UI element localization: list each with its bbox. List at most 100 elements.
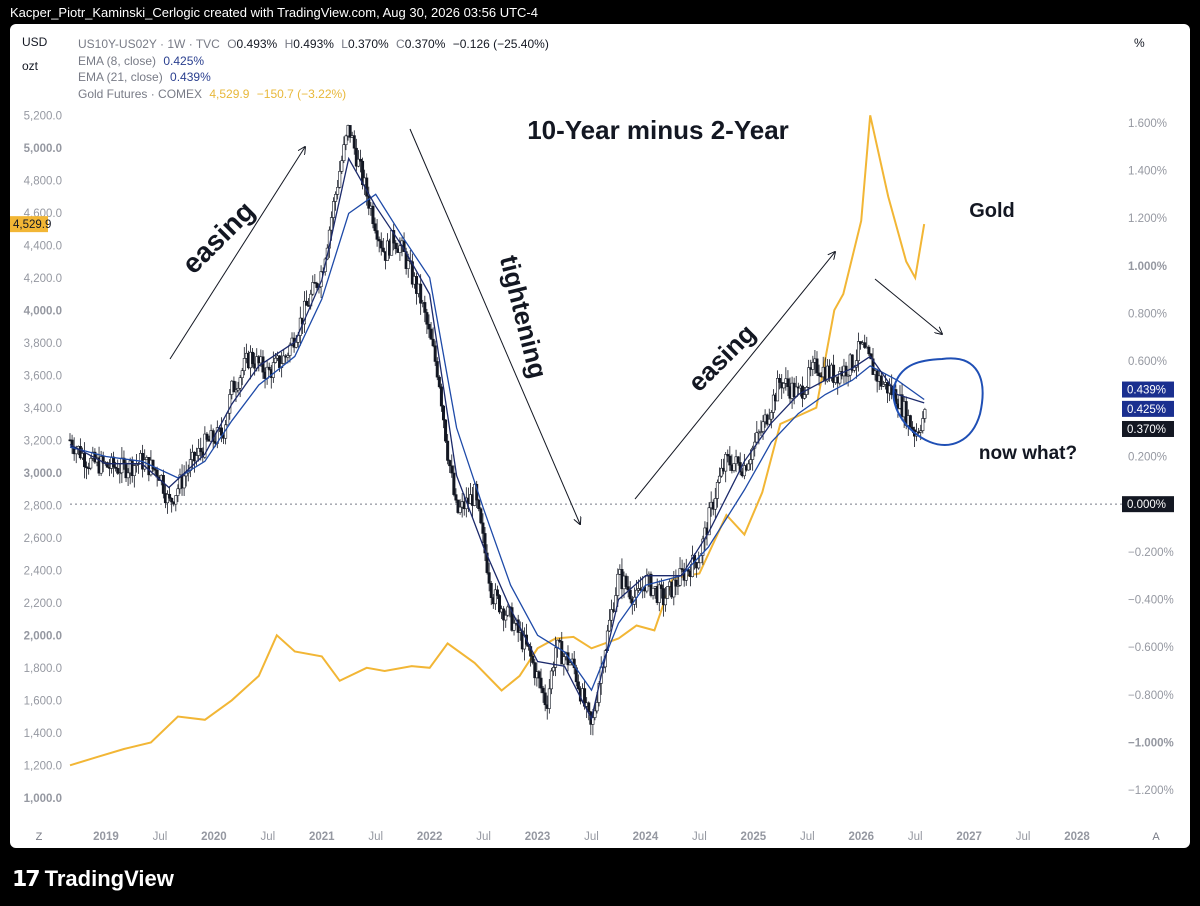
spread-candle-body xyxy=(910,426,914,431)
chart-plot[interactable]: 1,000.0 1,200.0 1,400.0 1,600.0 1,800.0 2,000… xyxy=(10,24,1190,848)
highlight-circle xyxy=(892,357,984,446)
left-axis-tick: 4,200.0 xyxy=(24,273,62,285)
spread-candle-body xyxy=(747,463,751,471)
x-axis-tick: Jul xyxy=(1016,831,1031,843)
spread-candle-body xyxy=(132,465,136,476)
right-axis-tick: 0.200% xyxy=(1128,452,1167,464)
spread-candle-body xyxy=(547,688,551,709)
spread-candle-body xyxy=(373,223,377,231)
spread-candle-body xyxy=(713,498,717,510)
spread-candle-body xyxy=(607,619,611,632)
spread-candle-body xyxy=(365,177,369,197)
left-axis-tick: 1,400.0 xyxy=(24,728,62,740)
right-axis-badge-label-zero: 0.000% xyxy=(1127,499,1166,511)
spread-candle-body xyxy=(587,702,591,713)
spread-candle-body xyxy=(437,376,441,388)
x-axis-tick: Jul xyxy=(153,831,168,843)
spread-candle-body xyxy=(558,639,562,642)
right-axis-tick: 0.600% xyxy=(1128,356,1167,368)
spread-candle-body xyxy=(342,144,346,161)
spread-candle-body xyxy=(697,562,701,569)
spread-candle-body xyxy=(651,587,655,596)
spread-candle-body xyxy=(174,495,178,505)
legend-high-value: 0.493% xyxy=(293,37,334,51)
legend-ema21-label[interactable]: EMA (21, close) xyxy=(78,70,163,84)
spread-candle-body xyxy=(105,462,109,468)
legend-close-label: C xyxy=(396,37,405,51)
spread-candle-body xyxy=(431,338,435,347)
spread-candle-body xyxy=(506,606,510,616)
right-axis-tick: 1.400% xyxy=(1128,166,1167,178)
right-axis-badge-ema8 xyxy=(1122,400,1174,417)
left-axis-tick: 2,800.0 xyxy=(24,500,62,512)
legend-low-label: L xyxy=(341,37,348,51)
ema21-line xyxy=(69,193,925,692)
left-axis-tick: 1,600.0 xyxy=(24,695,62,707)
left-axis-tick: 4,400.0 xyxy=(24,240,62,252)
spread-candle-body xyxy=(664,598,668,606)
legend-symbol[interactable]: US10Y-US02Y · 1W · TVC xyxy=(78,37,220,51)
x-axis-tick: 2028 xyxy=(1064,831,1090,843)
spread-candle-body xyxy=(452,472,456,495)
spread-candle-body xyxy=(624,575,628,587)
spread-candle-body xyxy=(854,360,858,368)
left-axis-tick: 4,000.0 xyxy=(24,305,62,317)
spread-candle-body xyxy=(776,378,780,402)
left-axis-tick: 5,000.0 xyxy=(24,143,62,155)
spread-candle-body xyxy=(78,446,82,459)
spread-candle-body xyxy=(502,608,506,621)
spread-candle-body xyxy=(879,375,883,387)
measure-unit-button[interactable]: ozt xyxy=(22,59,39,73)
spread-candle-body xyxy=(560,641,564,665)
spread-candle-body xyxy=(498,595,502,613)
spread-candle-body xyxy=(85,466,89,469)
currency-unit-button[interactable]: USD xyxy=(22,35,48,49)
spread-candle-body xyxy=(134,464,138,466)
spread-candle-body xyxy=(429,328,433,340)
right-axis-badge-ema21 xyxy=(1122,381,1174,398)
left-axis-tick: 4,800.0 xyxy=(24,175,62,187)
x-axis-tick: 2026 xyxy=(848,831,874,843)
x-axis-tick: Jul xyxy=(800,831,815,843)
legend-open-value: 0.493% xyxy=(236,37,278,51)
spread-candle-body xyxy=(616,573,620,596)
left-axis-tick: 3,600.0 xyxy=(24,370,62,382)
gold-futures-line xyxy=(69,115,926,767)
spread-candle-body xyxy=(361,160,365,186)
spread-candle-body xyxy=(332,201,336,218)
spread-candle-body xyxy=(126,472,130,479)
chart-title: 10-Year minus 2-Year xyxy=(527,115,789,145)
spread-candle-body xyxy=(334,194,338,202)
right-axis-tick: −0.400% xyxy=(1128,595,1174,607)
spread-candle-body xyxy=(512,622,516,631)
spread-candle-body xyxy=(715,482,719,499)
spread-candle-body xyxy=(454,494,458,501)
spread-candle-body xyxy=(782,383,786,389)
spread-candle-body xyxy=(161,474,165,494)
spread-candle-body xyxy=(657,584,661,603)
legend-gold-label[interactable]: Gold Futures · COMEX xyxy=(78,86,203,101)
legend-ema21-value: 0.439% xyxy=(170,70,211,84)
spread-candle-body xyxy=(267,366,271,370)
spread-candle-body xyxy=(226,412,230,426)
annotation-label-5: now what? xyxy=(979,443,1077,464)
spread-candle-body xyxy=(504,614,508,621)
spread-candle-body xyxy=(591,717,595,725)
spread-candle-body xyxy=(676,585,680,587)
percent-scale-button[interactable]: % xyxy=(1134,36,1145,50)
left-axis-tick: 1,800.0 xyxy=(24,663,62,675)
left-axis-gold-badge xyxy=(10,216,48,233)
spread-candle-body xyxy=(425,312,429,325)
spread-candle-body xyxy=(406,260,410,269)
spread-candle-body xyxy=(811,362,815,370)
spread-candle-body xyxy=(419,283,423,304)
x-axis-tick: 2020 xyxy=(201,831,227,843)
legend-ema8-label[interactable]: EMA (8, close) xyxy=(78,53,157,68)
right-axis-tick: −1.200% xyxy=(1128,785,1174,797)
spread-candle-body xyxy=(846,374,850,377)
spread-candle-body xyxy=(863,342,867,348)
spread-candle-body xyxy=(89,458,93,469)
spread-candle-body xyxy=(551,667,555,672)
spread-candle-body xyxy=(771,394,775,413)
legend-low-value: 0.370% xyxy=(347,37,389,51)
